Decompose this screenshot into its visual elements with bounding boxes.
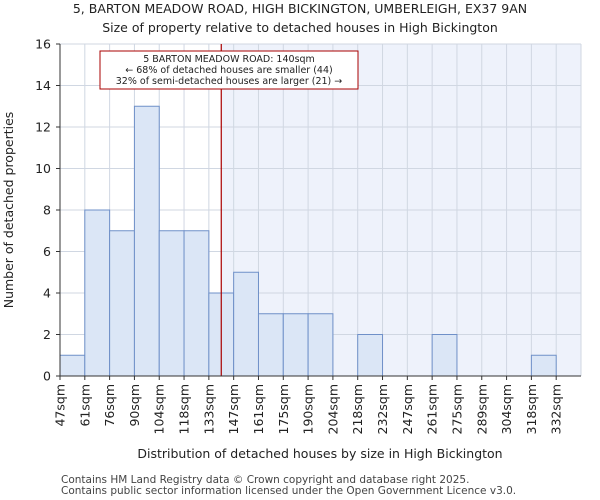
x-axis-label: Distribution of detached houses by size …: [137, 446, 502, 461]
x-tick-label: 218sqm: [350, 384, 365, 434]
bar: [282, 313, 309, 377]
x-tick-label: 161sqm: [251, 384, 266, 434]
y-tick-label: 4: [43, 286, 51, 301]
bar: [257, 313, 284, 377]
y-tick-label: 8: [43, 203, 51, 218]
bar: [530, 354, 557, 377]
x-tick-label: 275sqm: [449, 384, 464, 434]
x-tick-label: 289sqm: [474, 384, 489, 434]
x-tick-label: 175sqm: [276, 384, 291, 434]
bar: [307, 313, 334, 377]
bar: [183, 230, 210, 377]
bar: [357, 334, 384, 377]
x-tick-label: 247sqm: [400, 384, 415, 434]
x-tick-labels: 47sqm 61sqm 76sqm 90sqm 104sqm 118sqm 133sqm 14…: [53, 384, 564, 434]
y-tick-label: 14: [35, 78, 51, 93]
footer-line-2: Contains public sector information licen…: [61, 485, 516, 497]
x-tick-label: 90sqm: [127, 384, 142, 427]
bar: [431, 334, 458, 377]
x-tick-label: 104sqm: [152, 384, 167, 434]
bar: [233, 271, 259, 377]
axes: [56, 43, 581, 380]
bar: [158, 230, 185, 377]
x-tick-label: 61sqm: [77, 384, 92, 427]
x-tick-label: 261sqm: [425, 384, 440, 434]
chart-subtitle: Size of property relative to detached ho…: [102, 20, 498, 35]
y-tick-label: 6: [43, 244, 51, 259]
annotation-line-2: ← 68% of detached houses are smaller (44…: [125, 65, 332, 76]
annotation-line-1: 5 BARTON MEADOW ROAD: 140sqm: [143, 54, 315, 65]
y-axis-label: Number of detached properties: [1, 112, 16, 309]
x-tick-label: 304sqm: [499, 384, 514, 434]
bar: [109, 230, 135, 377]
x-tick-label: 232sqm: [375, 384, 390, 434]
x-tick-label: 47sqm: [53, 384, 68, 427]
y-tick-labels: 0 2 4 6 8 10 12 14 16: [35, 37, 51, 384]
x-tick-label: 118sqm: [177, 384, 192, 434]
annotation-box: [99, 50, 359, 90]
y-tick-label: 12: [35, 120, 51, 135]
y-tick-label: 2: [43, 327, 51, 342]
y-tick-label: 10: [35, 161, 51, 176]
x-tick-label: 204sqm: [325, 384, 340, 434]
chart-title: 5, BARTON MEADOW ROAD, HIGH BICKINGTON, …: [73, 1, 527, 16]
bar: [133, 105, 160, 377]
bar: [84, 209, 111, 377]
marker-annotation: 5 BARTON MEADOW ROAD: 140sqm ← 68% of de…: [99, 50, 359, 90]
annotation-line-3: 32% of semi-detached houses are larger (…: [116, 76, 343, 87]
footer-line-1: Contains HM Land Registry data © Crown c…: [61, 474, 469, 486]
bar: [59, 354, 86, 377]
x-tick-label: 318sqm: [524, 384, 539, 434]
x-tick-label: 332sqm: [549, 384, 564, 434]
y-tick-label: 16: [35, 37, 51, 52]
x-tick-label: 190sqm: [301, 384, 316, 434]
x-tick-label: 76sqm: [102, 384, 117, 427]
x-tick-label: 133sqm: [201, 384, 216, 434]
x-tick-label: 147sqm: [226, 384, 241, 434]
y-tick-label: 0: [43, 369, 51, 384]
